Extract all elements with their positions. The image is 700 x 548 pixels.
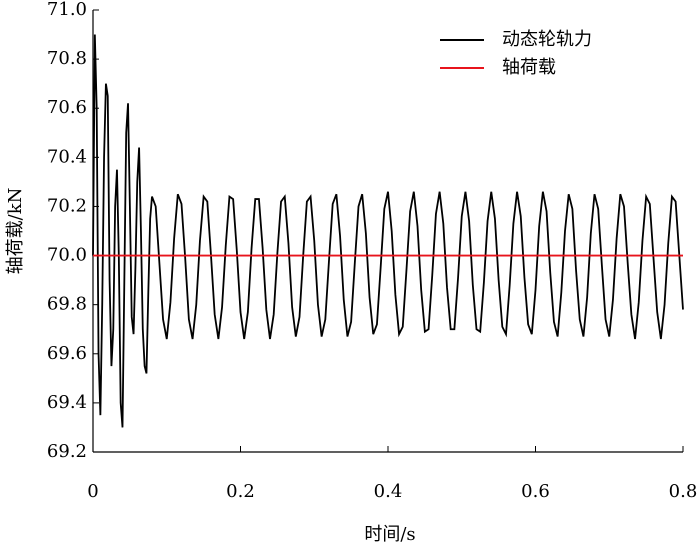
y-axis-label: 轴荷载/kN	[5, 188, 26, 275]
x-tick-label: 0.8	[669, 481, 698, 502]
y-tick-label: 69.8	[47, 294, 87, 315]
y-tick-label: 70.4	[47, 146, 87, 167]
x-axis-label: 时间/s	[364, 524, 415, 545]
x-tick-label: 0	[87, 481, 98, 502]
x-tick-label: 0.4	[374, 481, 403, 502]
y-tick-label: 69.6	[47, 343, 87, 364]
y-tick-label: 71.0	[47, 0, 87, 20]
y-tick-label: 70.8	[47, 48, 87, 69]
legend-label: 轴荷载	[502, 57, 556, 78]
y-tick-label: 70.2	[47, 195, 87, 216]
legend-label: 动态轮轨力	[502, 29, 592, 50]
y-tick-label: 69.2	[47, 441, 87, 462]
x-tick-label: 0.6	[521, 481, 550, 502]
y-tick-label: 69.4	[47, 392, 87, 413]
y-tick-label: 70.6	[47, 97, 87, 118]
y-tick-label: 70.0	[47, 245, 87, 266]
data-line	[92, 34, 684, 428]
x-tick-label: 0.2	[226, 481, 255, 502]
